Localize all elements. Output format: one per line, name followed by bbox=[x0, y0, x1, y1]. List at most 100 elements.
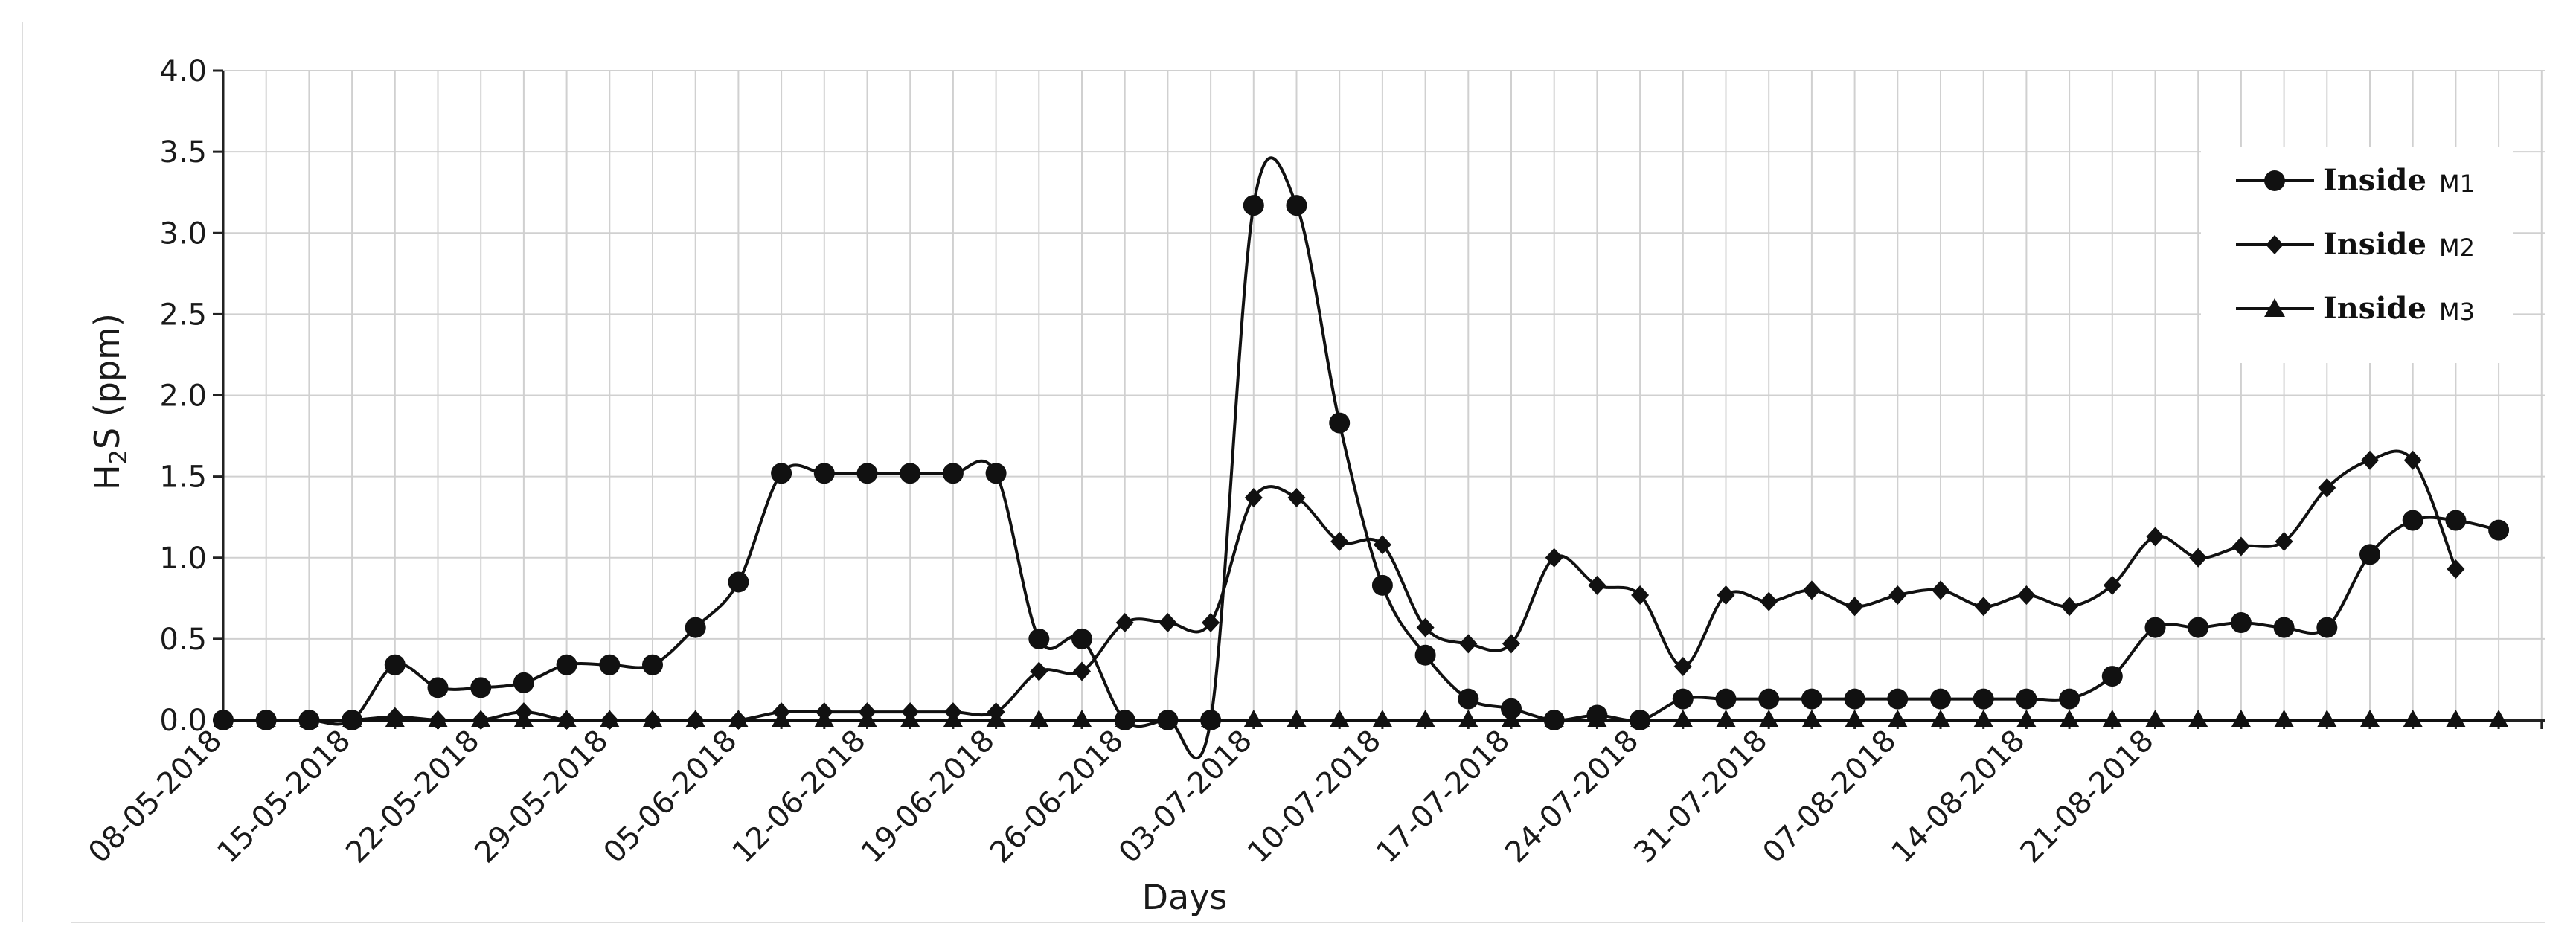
y-tick-label: 1.0 bbox=[159, 542, 207, 576]
data-point-m1 bbox=[985, 463, 1007, 484]
data-point-m2 bbox=[1373, 535, 1391, 555]
data-point-m2 bbox=[557, 710, 576, 730]
data-point-m1 bbox=[1672, 688, 1694, 710]
legend-marker-m2 bbox=[2266, 235, 2284, 254]
data-point-m2 bbox=[943, 702, 962, 722]
y-tick-label: 0.0 bbox=[159, 704, 207, 738]
data-point-m2 bbox=[1631, 585, 1650, 605]
data-point-m1 bbox=[2402, 510, 2423, 531]
data-point-m2 bbox=[1073, 661, 1091, 681]
data-point-m3 bbox=[1415, 710, 1435, 727]
data-point-m2 bbox=[987, 702, 1005, 722]
data-point-m2 bbox=[2103, 575, 2121, 595]
series-m1 bbox=[213, 156, 2510, 760]
data-point-m2 bbox=[772, 702, 791, 722]
data-point-m1 bbox=[813, 463, 835, 484]
data-point-m3 bbox=[1673, 710, 1693, 727]
data-point-m1 bbox=[298, 710, 320, 730]
data-point-m2 bbox=[2146, 527, 2165, 547]
data-point-m2 bbox=[2361, 450, 2379, 470]
y-tick-label: 0.5 bbox=[159, 623, 207, 657]
data-point-m1 bbox=[2059, 688, 2080, 710]
legend-label-m1: Inside bbox=[2323, 163, 2426, 198]
data-point-m3 bbox=[1801, 710, 1822, 727]
data-point-m1 bbox=[1243, 195, 1264, 216]
y-axis-title-suffix: S (ppm) bbox=[87, 313, 127, 449]
data-point-m3 bbox=[2102, 710, 2122, 727]
data-point-m1 bbox=[470, 677, 492, 698]
data-point-m3 bbox=[1330, 710, 1350, 727]
data-point-m1 bbox=[1458, 688, 1479, 710]
data-point-m3 bbox=[2274, 710, 2294, 727]
data-point-m1 bbox=[1286, 195, 1307, 216]
data-point-m3 bbox=[2188, 710, 2208, 727]
data-point-m3 bbox=[2016, 710, 2037, 727]
data-point-m2 bbox=[1244, 487, 1263, 507]
data-point-m1 bbox=[1157, 710, 1179, 730]
data-point-m1 bbox=[1973, 688, 1994, 710]
data-point-m2 bbox=[686, 710, 705, 730]
data-point-m3 bbox=[2060, 710, 2080, 727]
data-point-m1 bbox=[900, 463, 921, 484]
y-tick-label: 3.5 bbox=[159, 135, 207, 170]
data-point-m3 bbox=[2489, 710, 2509, 727]
data-point-m1 bbox=[2488, 519, 2510, 541]
data-point-m3 bbox=[2360, 710, 2380, 727]
data-point-m3 bbox=[2317, 710, 2337, 727]
y-tick-label: 3.0 bbox=[159, 216, 207, 251]
y-tick-label: 1.5 bbox=[159, 460, 207, 495]
data-point-m2 bbox=[1545, 547, 1563, 568]
data-point-m2 bbox=[1760, 591, 1778, 611]
data-point-m1 bbox=[1543, 710, 1565, 730]
data-point-m1 bbox=[2101, 666, 2123, 687]
data-point-m3 bbox=[1973, 710, 1993, 727]
data-point-m2 bbox=[1717, 585, 1735, 605]
data-point-m2 bbox=[600, 710, 619, 730]
data-point-m2 bbox=[858, 702, 877, 722]
data-point-m3 bbox=[1931, 710, 1950, 727]
data-point-m3 bbox=[2231, 710, 2251, 727]
data-point-m2 bbox=[1115, 613, 1134, 633]
data-point-m2 bbox=[1416, 617, 1435, 637]
data-point-m1 bbox=[2188, 617, 2209, 638]
data-point-m3 bbox=[1888, 710, 1908, 727]
y-tick-label: 2.0 bbox=[159, 379, 207, 414]
data-point-m1 bbox=[1801, 688, 1822, 710]
data-point-m2 bbox=[729, 710, 748, 730]
data-point-m3 bbox=[2446, 710, 2466, 727]
data-point-m2 bbox=[815, 702, 833, 722]
legend: Inside M1 Inside M2 Inside M3 bbox=[2201, 147, 2513, 363]
data-point-m3 bbox=[1759, 710, 1779, 727]
data-point-m2 bbox=[1673, 656, 1692, 676]
data-point-m1 bbox=[856, 463, 878, 484]
data-point-m1 bbox=[2273, 617, 2295, 638]
data-point-m1 bbox=[1501, 698, 1522, 719]
y-tick-label: 2.5 bbox=[159, 298, 207, 332]
data-point-m2 bbox=[1974, 597, 1993, 617]
data-point-m2 bbox=[1932, 580, 1949, 600]
data-point-m2 bbox=[1030, 661, 1048, 681]
data-point-m1 bbox=[1630, 710, 1651, 730]
x-axis-title: Days bbox=[1142, 877, 1228, 917]
series-layer bbox=[213, 156, 2510, 760]
data-point-m3 bbox=[1072, 710, 1092, 727]
legend-sublabel-m3: M3 bbox=[2439, 298, 2475, 326]
data-point-m3 bbox=[1243, 710, 1263, 727]
data-point-m2 bbox=[2275, 531, 2293, 551]
data-point-m3 bbox=[2145, 710, 2165, 727]
data-point-m2 bbox=[1459, 634, 1478, 654]
data-point-m1 bbox=[1414, 644, 1436, 666]
data-point-m2 bbox=[1888, 585, 1907, 605]
data-point-m1 bbox=[1758, 688, 1780, 710]
data-point-m1 bbox=[513, 672, 534, 693]
data-point-m1 bbox=[213, 710, 234, 730]
legend-sublabel-m1: M1 bbox=[2439, 170, 2475, 198]
data-point-m1 bbox=[1887, 688, 1909, 710]
legend-sublabel-m2: M2 bbox=[2439, 234, 2475, 262]
data-point-m2 bbox=[1845, 597, 1864, 617]
legend-label-m2: Inside bbox=[2323, 227, 2426, 262]
data-point-m2 bbox=[1802, 580, 1821, 600]
data-point-m2 bbox=[514, 702, 533, 722]
